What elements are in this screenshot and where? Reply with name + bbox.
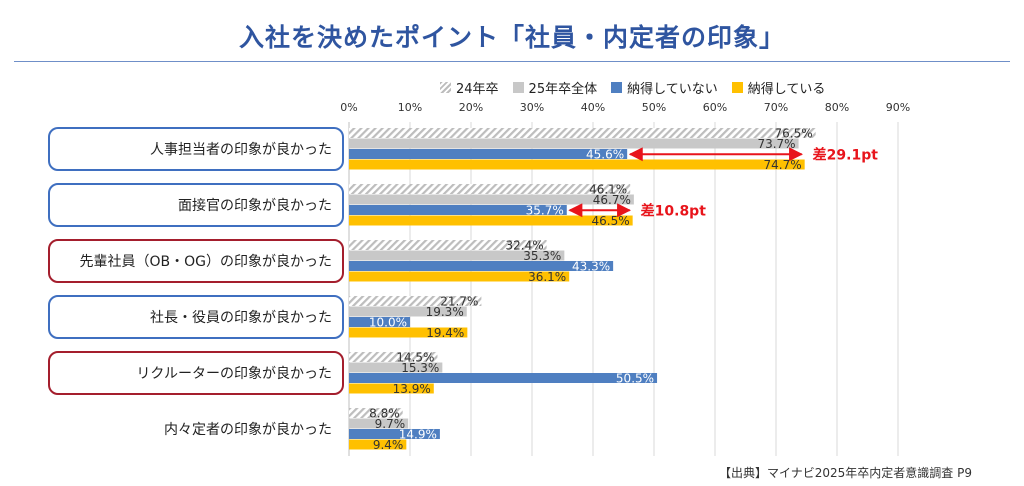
- bar-24: [349, 408, 403, 418]
- data-label: 19.4%: [426, 326, 464, 340]
- x-tick-label: 30%: [520, 101, 544, 114]
- bar-25-total: [349, 194, 634, 205]
- x-tick-label: 20%: [459, 101, 483, 114]
- bar-24: [349, 240, 547, 250]
- bar-convinced: [349, 383, 434, 394]
- bar-convinced: [349, 327, 468, 338]
- legend-swatch-blue: [611, 81, 623, 93]
- legend-label: 納得している: [747, 81, 826, 97]
- data-label: 35.7%: [526, 203, 564, 217]
- data-label: 21.7%: [440, 294, 478, 308]
- data-label: 50.5%: [616, 371, 654, 385]
- data-label: 10.0%: [369, 315, 407, 329]
- data-label: 9.7%: [375, 417, 406, 431]
- data-label: 14.5%: [396, 350, 434, 364]
- bar-not-convinced: [349, 205, 567, 215]
- data-label: 74.7%: [764, 158, 802, 172]
- legend-item-25-total: 25年卒全体: [512, 78, 598, 97]
- data-label: 35.3%: [523, 249, 561, 263]
- legend-item-not-convinced: 納得していない: [611, 78, 718, 97]
- category-label: 社長・役員の印象が良かった: [48, 295, 344, 339]
- source-note: 【出典】マイナビ2025年卒内定者意識調査 P9: [719, 466, 972, 480]
- difference-label: 差29.1pt: [813, 146, 879, 163]
- data-label: 36.1%: [528, 270, 566, 284]
- bar-convinced: [349, 159, 805, 170]
- title-divider: [14, 61, 1010, 62]
- bar-convinced: [349, 271, 570, 282]
- chart-title: 入社を決めたポイント「社員・内定者の印象」: [238, 23, 785, 52]
- difference-label: 差10.8pt: [641, 202, 707, 219]
- data-label: 45.6%: [586, 147, 624, 161]
- legend-swatch-yellow: [731, 81, 743, 93]
- bar-not-convinced: [349, 429, 440, 439]
- category-label: リクルーターの印象が良かった: [48, 351, 344, 395]
- bar-24: [349, 296, 482, 306]
- legend: 24年卒 25年卒全体 納得していない 納得している: [440, 77, 839, 97]
- bar-not-convinced: [349, 261, 614, 271]
- data-label: 13.9%: [393, 382, 431, 396]
- data-label: 14.9%: [399, 427, 437, 441]
- bar-not-convinced: [349, 373, 658, 383]
- data-label: 8.8%: [369, 406, 400, 420]
- bar-not-convinced: [349, 149, 628, 159]
- x-tick-label: 70%: [764, 101, 788, 114]
- legend-label: 24年卒: [456, 81, 499, 97]
- x-tick-label: 80%: [825, 101, 849, 114]
- category-label: 面接官の印象が良かった: [48, 183, 344, 227]
- category-label: 人事担当者の印象が良かった: [48, 127, 344, 171]
- data-label: 46.7%: [593, 193, 631, 207]
- category-label: 内々定者の印象が良かった: [164, 422, 332, 438]
- data-label: 46.5%: [592, 214, 630, 228]
- data-label: 43.3%: [572, 259, 610, 273]
- legend-label: 25年卒全体: [528, 81, 598, 97]
- data-label: 9.4%: [373, 438, 404, 452]
- legend-item-24: 24年卒: [440, 78, 499, 97]
- bar-25-total: [349, 418, 409, 429]
- x-tick-label: 10%: [398, 101, 422, 114]
- bar-25-total: [349, 306, 467, 317]
- legend-swatch-gray: [512, 81, 524, 93]
- data-label: 46.1%: [589, 182, 627, 196]
- bar-25-total: [349, 362, 443, 373]
- x-tick-label: 40%: [581, 101, 605, 114]
- bar-24: [349, 128, 816, 138]
- bar-25-total: [349, 138, 799, 149]
- data-label: 73.7%: [757, 137, 795, 151]
- data-label: 76.5%: [775, 126, 813, 140]
- legend-label: 納得していない: [627, 81, 718, 97]
- bar-25-total: [349, 250, 565, 261]
- bar-convinced: [349, 439, 407, 450]
- legend-item-convinced: 納得している: [731, 78, 826, 97]
- category-label: 先輩社員（OB・OG）の印象が良かった: [48, 239, 344, 283]
- bar-convinced: [349, 215, 633, 226]
- data-label: 15.3%: [401, 361, 439, 375]
- x-tick-label: 60%: [703, 101, 727, 114]
- data-label: 19.3%: [426, 305, 464, 319]
- bar-24: [349, 184, 631, 194]
- x-tick-label: 0%: [340, 101, 357, 114]
- x-tick-label: 90%: [886, 101, 910, 114]
- legend-swatch-hatched: [440, 81, 451, 93]
- x-tick-label: 50%: [642, 101, 666, 114]
- bar-not-convinced: [349, 317, 410, 327]
- bar-24: [349, 352, 438, 362]
- data-label: 32.4%: [506, 238, 544, 252]
